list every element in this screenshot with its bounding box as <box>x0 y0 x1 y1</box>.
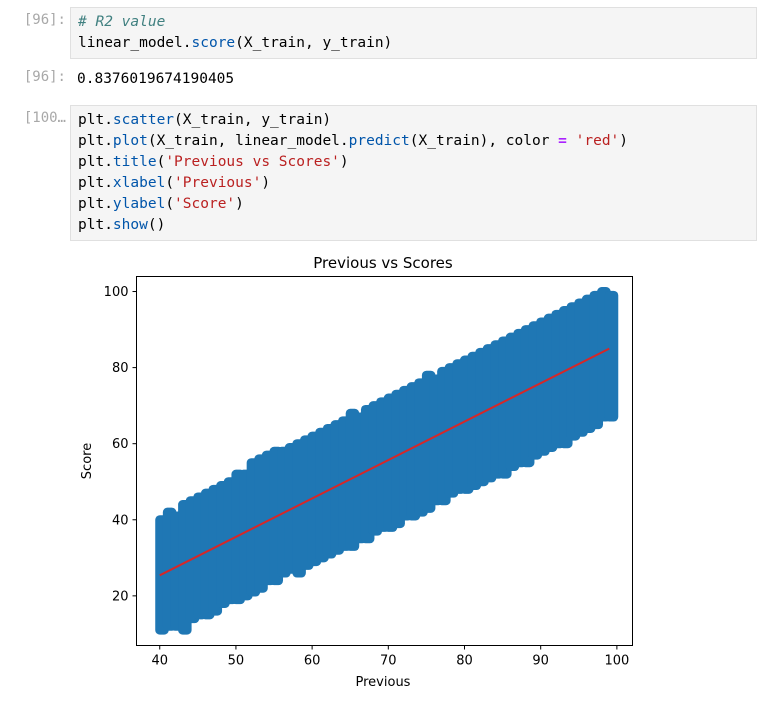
code-editor[interactable]: # R2 value linear_model.score(X_train, y_… <box>78 12 756 54</box>
code-token: predict <box>348 133 410 149</box>
code-token: plt. <box>78 217 113 233</box>
y-axis-label: Score <box>80 443 95 479</box>
code-token: ( <box>165 196 175 212</box>
code-line: plt.title('Previous vs Scores') <box>78 152 756 173</box>
code-token: 'Previous' <box>174 175 262 191</box>
x-tick-label: 60 <box>304 654 321 669</box>
y-tick-label: 60 <box>112 437 129 452</box>
scatter-points <box>155 287 619 635</box>
code-token: linear_model. <box>78 35 192 51</box>
code-line: linear_model.score(X_train, y_train) <box>78 33 756 54</box>
code-line: # R2 value <box>78 12 756 33</box>
code-token: plt. <box>78 133 113 149</box>
code-token: score <box>191 35 236 51</box>
x-tick-label: 50 <box>228 654 245 669</box>
code-token: (X_train, linear_model. <box>147 133 349 149</box>
x-tick-label: 90 <box>532 654 549 669</box>
code-token: ) <box>339 154 349 170</box>
r2-output-value: 0.8376019674190405 <box>77 71 235 87</box>
x-tick-label: 40 <box>151 654 168 669</box>
code-line: plt.xlabel('Previous') <box>78 173 756 194</box>
code-cell-plot[interactable]: plt.scatter(X_train, y_train) plt.plot(X_… <box>70 105 757 241</box>
code-token: (X_train, y_train) <box>174 112 332 128</box>
code-token: ) <box>261 175 271 191</box>
plot-frame <box>136 276 633 646</box>
x-tick-label: 80 <box>456 654 473 669</box>
code-token <box>567 133 576 149</box>
code-line: plt.scatter(X_train, y_train) <box>78 110 756 131</box>
x-axis-ticks: 40 50 60 70 80 90 100 <box>151 645 629 669</box>
code-token: (X_train), color <box>409 133 559 149</box>
y-tick-label: 20 <box>112 589 129 604</box>
scatter-point-column <box>604 290 619 422</box>
code-line: plt.plot(X_train, linear_model.predict(X… <box>78 131 756 152</box>
code-token: title <box>112 154 157 170</box>
x-tick-label: 100 <box>604 654 629 669</box>
regression-line <box>159 347 610 577</box>
code-token: 'Score' <box>174 196 236 212</box>
code-token: ) <box>235 196 244 212</box>
output-prompt-96: [96]: <box>23 69 66 85</box>
y-tick-label: 100 <box>104 285 129 300</box>
chart-title: Previous vs Scores <box>313 254 453 272</box>
x-axis-label: Previous <box>356 675 411 690</box>
x-tick-label: 70 <box>380 654 397 669</box>
code-token: ylabel <box>112 196 166 212</box>
code-editor[interactable]: plt.scatter(X_train, y_train) plt.plot(X_… <box>78 110 756 236</box>
code-token: ( <box>156 154 166 170</box>
y-axis-ticks: 20 40 60 80 100 <box>104 285 137 604</box>
code-token: plt. <box>78 154 113 170</box>
scatter-chart: Previous vs Scores 40 50 60 70 80 90 100 20 40 6… <box>80 254 633 690</box>
code-token: show <box>112 217 148 233</box>
code-token: plt. <box>78 112 113 128</box>
fit-line <box>159 347 610 577</box>
code-line: plt.show() <box>78 215 756 236</box>
code-token: 'red' <box>575 133 620 149</box>
y-tick-label: 80 <box>112 361 129 376</box>
code-cell-r2[interactable]: # R2 value linear_model.score(X_train, y_… <box>70 7 757 59</box>
code-token: ( <box>165 175 175 191</box>
code-token: plt. <box>78 175 113 191</box>
code-line: plt.ylabel('Score') <box>78 194 756 215</box>
input-prompt-100: [100… <box>23 110 66 126</box>
code-token: scatter <box>112 112 175 128</box>
code-token: # R2 value <box>78 14 166 30</box>
code-token: () <box>147 217 166 233</box>
code-token: xlabel <box>112 175 166 191</box>
code-token: 'Previous vs Scores' <box>165 154 340 170</box>
code-token: = <box>558 133 567 149</box>
code-token: (X_train, y_train) <box>235 35 393 51</box>
code-token: plot <box>112 133 148 149</box>
code-token: plt. <box>78 196 113 212</box>
y-tick-label: 40 <box>112 513 129 528</box>
input-prompt-96: [96]: <box>23 12 66 28</box>
code-token: ) <box>619 133 629 149</box>
